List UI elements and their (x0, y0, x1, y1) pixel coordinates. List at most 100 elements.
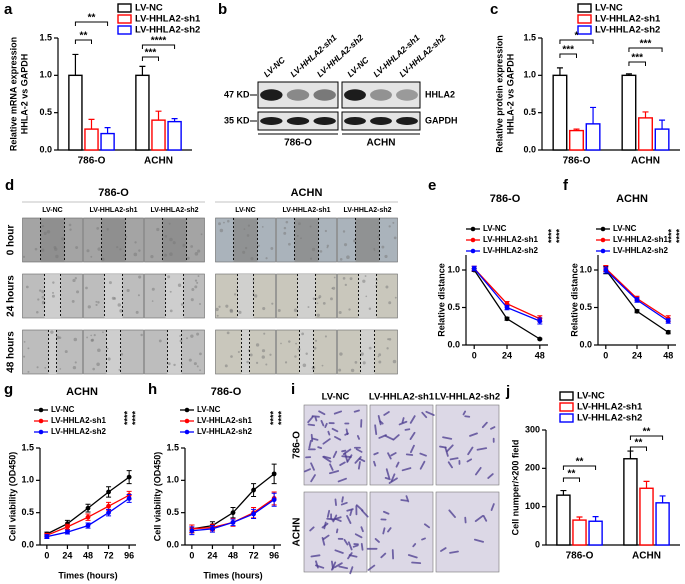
cell-texture (41, 248, 45, 252)
series-line (473, 268, 541, 320)
y-tick-label: 1.5 (21, 442, 34, 452)
row-label: 786-O (292, 431, 303, 459)
y-tick-label: 0.5 (39, 107, 52, 117)
significance-label: ** (643, 427, 651, 438)
stained-cell (387, 527, 392, 533)
cell-texture (365, 295, 368, 298)
cell-texture (250, 257, 254, 261)
stained-cell (385, 468, 391, 479)
legend-label: LV-HHLA2-sh1 (483, 235, 539, 244)
error-bar (556, 67, 563, 76)
error-bar (642, 111, 649, 118)
wound (355, 218, 380, 262)
legend-marker (38, 418, 44, 424)
cell-texture (120, 352, 124, 356)
y-axis-label: Relative protein expression (494, 35, 504, 153)
panel: ACHN Cell viability (OD450) 0.0 0.5 1.0 1.5 0 2… (7, 386, 140, 580)
wound (360, 330, 375, 374)
y-axis-label: Relative distance (569, 263, 579, 337)
cell-texture (280, 342, 282, 345)
cell-texture (230, 355, 233, 358)
stained-cell (374, 424, 378, 436)
wound (358, 274, 377, 318)
stained-cell (405, 495, 410, 503)
significance-label: ** (80, 31, 88, 42)
wound (241, 330, 250, 374)
stained-cell (382, 510, 390, 515)
stained-cell (349, 566, 354, 575)
bar (84, 128, 99, 151)
cell-texture (27, 370, 30, 373)
significance-label: **** (122, 411, 132, 426)
panel: Relative mRNA expression HHLA-2 vs GAPDH 0… (8, 3, 201, 167)
y-tick-label: 1.0 (523, 70, 536, 80)
y-tick-label: 0 (535, 539, 540, 549)
cell-texture (238, 310, 242, 314)
stained-cell (377, 415, 382, 426)
legend-swatch (577, 3, 592, 13)
panel-letter: j (505, 383, 510, 400)
legend-marker (184, 418, 190, 424)
wound-edge (162, 218, 187, 262)
cell-texture (360, 352, 364, 356)
legend-label: LV-HHLA2-sh1 (135, 14, 201, 25)
significance-label: ** (576, 457, 584, 468)
x-tick-label: 72 (104, 550, 114, 560)
cell-texture (119, 309, 123, 313)
y-tick-label: 0.5 (579, 302, 592, 312)
cell-texture (23, 355, 26, 358)
data-point (271, 471, 277, 477)
stained-cell (401, 467, 412, 472)
cell-texture (38, 289, 42, 292)
cell-texture (261, 349, 266, 353)
stained-cell (390, 473, 396, 482)
cell-texture (151, 300, 154, 302)
significance-bracket (74, 39, 92, 44)
significance-label: *** (640, 39, 652, 50)
error-bar (139, 65, 146, 76)
stained-cell (384, 476, 391, 481)
stained-cell (357, 461, 361, 470)
stained-cell (380, 552, 387, 559)
cell-texture (393, 236, 397, 240)
data-point (537, 318, 543, 324)
stained-cell (323, 455, 332, 460)
significance-bracket (628, 61, 646, 66)
cell-texture (293, 308, 298, 312)
stained-cell (327, 430, 331, 436)
blot-band (313, 89, 336, 101)
cell-texture (134, 241, 137, 244)
wound-edge (360, 330, 375, 374)
lane-label: LV-HHLA2-sh1 (89, 207, 137, 214)
lane-label: LV-NC (345, 54, 371, 79)
cell-texture (324, 335, 327, 338)
stained-cell (360, 542, 364, 551)
bar (623, 458, 638, 546)
legend-label: LV-HHLA2-sh2 (577, 413, 642, 424)
cell-texture (294, 355, 297, 358)
stained-cell (449, 550, 459, 554)
stained-cell (490, 426, 496, 430)
stained-cell (307, 415, 314, 424)
legend-label: LV-HHLA2-sh2 (51, 427, 107, 436)
lane-label: LV-HHLA2-sh2 (397, 32, 448, 79)
legend-label: LV-HHLA2-sh1 (51, 416, 107, 425)
significance-label: *** (631, 53, 643, 64)
protein-label: HHLA2 (425, 89, 455, 99)
cell-texture (196, 332, 200, 336)
cell-texture (200, 233, 203, 236)
y-tick-label: 0.0 (166, 539, 179, 549)
stained-cell (344, 452, 349, 463)
legend-marker (184, 407, 190, 413)
stained-cell (398, 420, 408, 426)
stained-cell (310, 462, 315, 471)
y-tick-label: 0.5 (166, 507, 179, 517)
stained-cell (374, 538, 380, 543)
cell-texture (219, 228, 224, 233)
significance-label: **** (554, 229, 564, 244)
significance-bracket (628, 47, 663, 52)
cell-texture (116, 246, 119, 249)
x-tick-label: ACHN (631, 156, 660, 167)
blot-band (286, 89, 310, 101)
